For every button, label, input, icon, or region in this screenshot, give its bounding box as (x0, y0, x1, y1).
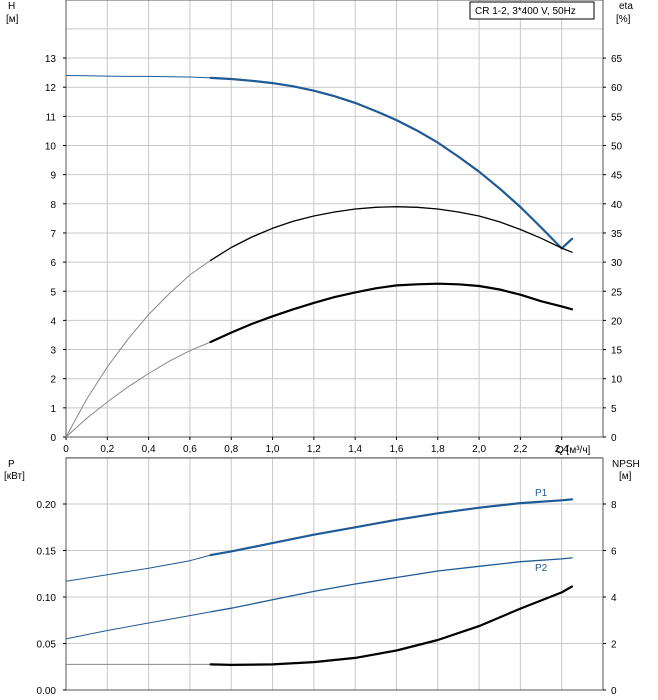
lower-right-tick-label: 0 (611, 686, 617, 697)
series-p2-line (209, 557, 573, 613)
x-tick-label: 0,4 (142, 444, 156, 455)
upper-right-tick-label: 25 (611, 287, 623, 298)
upper-right-tick-label: 20 (611, 316, 623, 327)
upper-left-axis-title-1: H (8, 1, 15, 12)
upper-left-tick-label: 11 (46, 112, 57, 123)
lower-right-tick-label: 8 (611, 500, 617, 511)
legend-text: CR 1-2, 3*400 V, 50Hz (475, 6, 576, 17)
x-tick-label: 2,2 (513, 444, 527, 455)
lower-left-tick-label: 0.05 (37, 640, 57, 651)
upper-right-tick-label: 10 (611, 375, 623, 386)
upper-left-tick-label: 2 (50, 375, 56, 386)
upper-left-tick-label: 3 (50, 346, 56, 357)
lower-right-tick-label: 4 (611, 593, 617, 604)
lower-left-tick-label: 0.10 (37, 593, 57, 604)
x-tick-label: 1,8 (431, 444, 445, 455)
series-p1 (65, 498, 574, 582)
x-tick-label: 1,4 (348, 444, 362, 455)
lower-right-axis-title-1: NPSH (612, 459, 640, 470)
lower-tick-labels: 0.00 0.05 0.10 0.15 0.20 0 2 4 6 8 (37, 500, 617, 697)
upper-right-tick-label: 60 (611, 83, 623, 94)
lower-left-axis-title-1: P (8, 459, 15, 470)
upper-right-tick-label: 5 (611, 404, 617, 415)
upper-left-tick-label: 6 (50, 258, 56, 269)
series-p2-extrapolated (65, 611, 211, 640)
series-label-p2: P2 (535, 563, 548, 574)
upper-right-tick-label: 35 (611, 229, 623, 240)
series-eta-thick (65, 282, 574, 438)
upper-right-tick-label: 30 (611, 258, 623, 269)
series-eta-thin-extrapolated (65, 259, 211, 438)
upper-right-tick-label: 45 (611, 171, 623, 182)
legend-box (469, 1, 595, 20)
lower-left-tick-label: 0.00 (37, 686, 57, 697)
series-npsh-line (209, 585, 574, 666)
x-tick-label: 0,6 (183, 444, 197, 455)
series-h-extrapolated (65, 75, 211, 79)
upper-right-axis-title-1: eta (619, 1, 633, 12)
upper-right-tick-label: 15 (611, 346, 623, 357)
upper-left-tick-label: 5 (50, 287, 56, 298)
upper-left-axis-title-2: [м] (6, 14, 19, 25)
lower-axes (63, 457, 606, 691)
lower-left-tick-label: 0.15 (37, 547, 57, 558)
lower-left-tick-label: 0.20 (37, 500, 57, 511)
series-eta-thick-extrapolated (65, 341, 211, 438)
series-npsh (66, 585, 574, 666)
upper-left-tick-label: 12 (45, 83, 57, 94)
upper-right-axis-title-2: [%] (616, 14, 631, 25)
upper-right-tick-label: 40 (611, 200, 623, 211)
upper-left-tick-label: 4 (50, 316, 56, 327)
upper-right-tick-label: 0 (611, 433, 617, 444)
x-axis-title: Q [м³/ч] (556, 445, 591, 456)
series-h (65, 75, 574, 250)
upper-axes (63, 0, 606, 440)
upper-right-tick-label: 50 (611, 142, 623, 153)
upper-tick-labels: 0 0,2 0,4 0,6 0,8 1,0 1,2 1,4 1,6 1,8 2,0 2,2 2,4012… (45, 54, 623, 455)
upper-left-tick-label: 1 (50, 404, 56, 415)
upper-left-tick-label: 9 (50, 171, 56, 182)
series-p1-extrapolated (65, 554, 211, 582)
x-tick-label: 0 (63, 444, 69, 455)
x-tick-label: 0,8 (224, 444, 238, 455)
x-tick-label: 2,4 (555, 444, 569, 455)
series-label-p1: P1 (535, 488, 548, 499)
x-tick-label: 1,6 (390, 444, 404, 455)
upper-right-tick-label: 55 (611, 112, 623, 123)
x-tick-label: 1,2 (307, 444, 321, 455)
series-p2 (65, 557, 573, 640)
upper-left-tick-label: 0 (50, 433, 56, 444)
x-tick-label: 2,0 (472, 444, 486, 455)
lower-right-tick-label: 2 (611, 640, 617, 651)
x-tick-label: 0,2 (100, 444, 114, 455)
x-tick-label: 1,0 (266, 444, 280, 455)
curves-layer (65, 75, 574, 666)
series-eta-thick-line (209, 282, 574, 344)
upper-left-tick-label: 8 (50, 200, 56, 211)
upper-left-tick-label: 7 (50, 229, 56, 240)
series-p1-line (209, 498, 574, 557)
series-eta-thin-line (209, 206, 573, 262)
upper-right-tick-label: 65 (611, 54, 623, 65)
series-eta-thin (65, 206, 573, 438)
upper-plot-frame (65, 0, 604, 438)
lower-left-axis-title-2: [кВт] (4, 471, 25, 482)
upper-left-tick-label: 13 (45, 54, 57, 65)
upper-left-tick-label: 10 (45, 142, 57, 153)
lower-plot-frame (65, 457, 604, 691)
lower-right-axis-title-2: [м] (619, 471, 632, 482)
series-h-line (209, 76, 574, 250)
lower-right-tick-label: 6 (611, 547, 617, 558)
